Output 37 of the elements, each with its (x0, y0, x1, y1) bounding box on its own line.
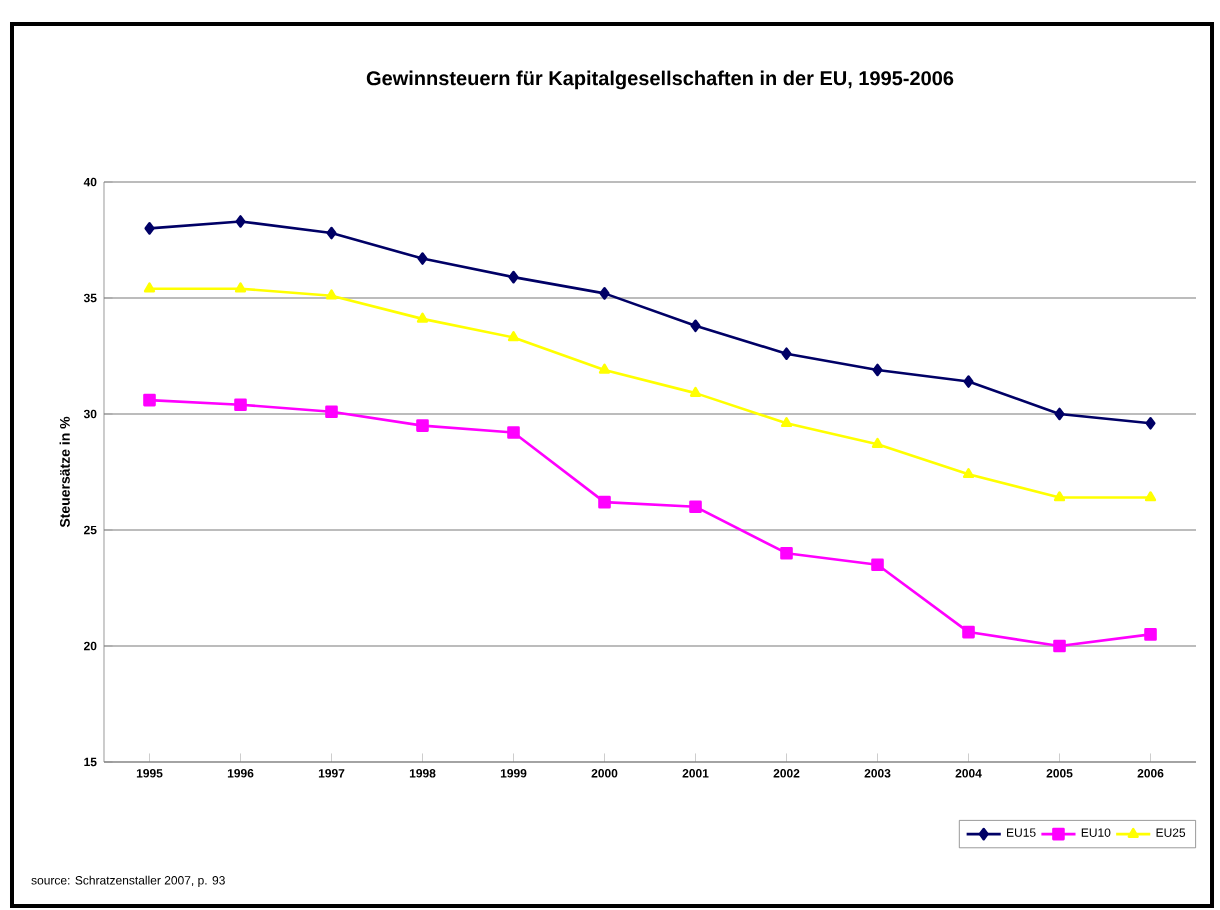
point (598, 363, 611, 374)
chart-title: Gewinnsteuern für Kapitalgesellschaften in der EU, 1995-2006 (366, 70, 954, 90)
point (143, 393, 156, 407)
point (507, 426, 520, 439)
point (416, 419, 429, 432)
point (234, 398, 247, 412)
point (690, 319, 701, 333)
point (871, 558, 884, 572)
point (416, 312, 429, 323)
point (235, 215, 246, 228)
point (598, 495, 611, 509)
point (143, 282, 156, 293)
point (234, 282, 247, 293)
point (962, 468, 975, 479)
point (144, 222, 155, 235)
point (599, 287, 610, 300)
point (507, 331, 520, 342)
point (962, 625, 975, 639)
point (508, 270, 519, 284)
point (1144, 628, 1157, 641)
point (325, 405, 338, 418)
point (689, 500, 702, 514)
point (780, 546, 793, 560)
point (1145, 416, 1156, 430)
point (689, 386, 702, 397)
point (1054, 407, 1065, 421)
point (872, 363, 883, 377)
point (326, 226, 337, 240)
point (1053, 639, 1066, 653)
point (417, 252, 428, 265)
point (1144, 491, 1157, 502)
point (1053, 491, 1066, 502)
point (780, 416, 793, 428)
point (781, 347, 792, 360)
point (325, 289, 338, 300)
point (871, 437, 884, 448)
point (963, 375, 974, 388)
